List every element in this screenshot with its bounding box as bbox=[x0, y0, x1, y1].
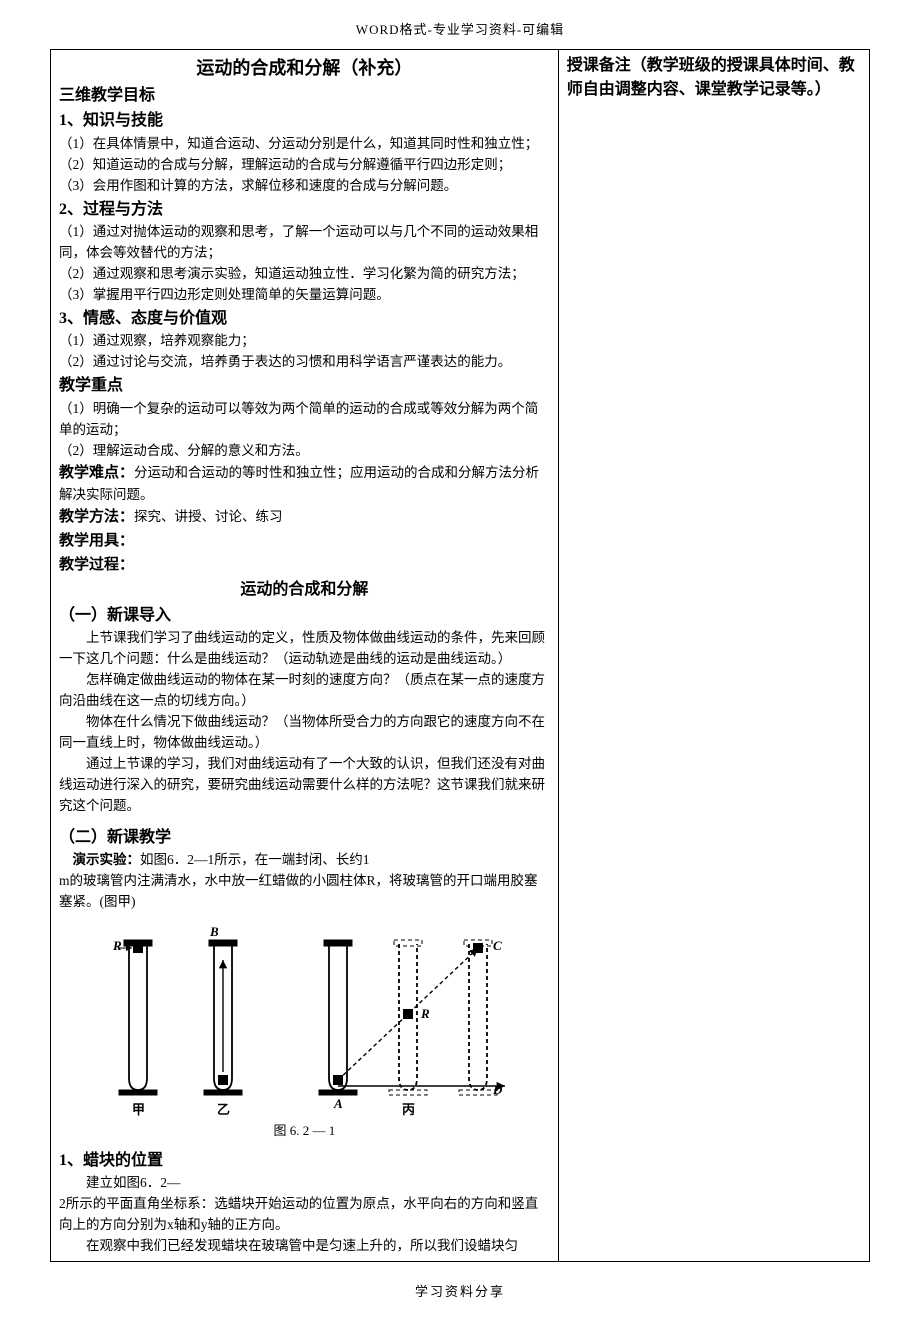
g3-item-2: （2）通过讨论与交流，培养勇于表达的习惯和用科学语言严谨表达的能力。 bbox=[59, 352, 550, 373]
svg-text:B: B bbox=[209, 924, 219, 939]
content-cell: 运动的合成和分解（补充） 三维教学目标 1、知识与技能 （1）在具体情景中，知道… bbox=[51, 49, 559, 1261]
method-heading: 教学方法： bbox=[59, 509, 134, 525]
keypoint-1: （1）明确一个复杂的运动可以等效为两个简单的运动的合成或等效分解为两个简单的运动… bbox=[59, 399, 550, 441]
demo-label: 演示实验： bbox=[73, 852, 141, 867]
figure-caption: 图 6. 2 — 1 bbox=[59, 1121, 550, 1142]
section3-heading: 1、蜡块的位置 bbox=[59, 1148, 550, 1174]
tools-heading: 教学用具： bbox=[59, 529, 550, 553]
doc-title: 运动的合成和分解（补充） bbox=[59, 54, 550, 83]
demo-text-2: m的玻璃管内注满清水，水中放一红蜡做的小圆柱体R，将玻璃管的开口端用胶塞塞紧。(… bbox=[59, 871, 550, 913]
diagram-svg: R B A R C D 甲 乙 丙 bbox=[74, 919, 534, 1119]
g1-item-1: （1）在具体情景中，知道合运动、分运动分别是什么，知道其同时性和独立性； bbox=[59, 134, 550, 155]
svg-text:C: C bbox=[493, 938, 502, 953]
notes-cell: 授课备注（教学班级的授课具体时间、教师自由调整内容、课堂教学记录等。） bbox=[558, 49, 869, 1261]
subtitle: 运动的合成和分解 bbox=[59, 577, 550, 603]
g2-item-1: （1）通过对抛体运动的观察和思考，了解一个运动可以与几个不同的运动效果相同，体会… bbox=[59, 222, 550, 264]
g2-heading: 2、过程与方法 bbox=[59, 197, 550, 223]
section1-p3: 物体在什么情况下做曲线运动？（当物体所受合力的方向跟它的速度方向不在同一直线上时… bbox=[59, 712, 550, 754]
section1-p4: 通过上节课的学习，我们对曲线运动有了一个大致的认识，但我们还没有对曲线运动进行深… bbox=[59, 754, 550, 817]
g3-heading: 3、情感、态度与价值观 bbox=[59, 306, 550, 332]
page-header: WORD格式-专业学习资料-可编辑 bbox=[50, 20, 870, 41]
layout-table: 运动的合成和分解（补充） 三维教学目标 1、知识与技能 （1）在具体情景中，知道… bbox=[50, 49, 870, 1262]
method-text: 探究、讲授、讨论、练习 bbox=[134, 509, 283, 524]
section3-p1: 建立如图6．2— bbox=[59, 1173, 550, 1194]
section3-p2: 2所示的平面直角坐标系：选蜡块开始运动的位置为原点，水平向右的方向和竖直向上的方… bbox=[59, 1194, 550, 1236]
demo-line: 演示实验：如图6．2—1所示，在一端封闭、长约1 bbox=[59, 850, 550, 871]
section1-p1: 上节课我们学习了曲线运动的定义，性质及物体做曲线运动的条件，先来回顾一下这几个问… bbox=[59, 628, 550, 670]
difficulty-line: 教学难点：分运动和合运动的等时性和独立性；应用运动的合成和分解方法分析解决实际问… bbox=[59, 462, 550, 506]
svg-text:A: A bbox=[333, 1096, 343, 1111]
svg-text:R: R bbox=[112, 938, 122, 953]
process-heading: 教学过程： bbox=[59, 553, 550, 577]
svg-text:D: D bbox=[492, 1082, 503, 1097]
section1-heading: （一）新课导入 bbox=[59, 603, 550, 629]
page-footer: 学习资料分享 bbox=[50, 1282, 870, 1303]
svg-text:甲: 甲 bbox=[132, 1102, 145, 1117]
g1-item-3: （3）会用作图和计算的方法，求解位移和速度的合成与分解问题。 bbox=[59, 176, 550, 197]
keypoint-2: （2）理解运动合成、分解的意义和方法。 bbox=[59, 441, 550, 462]
section1-p2: 怎样确定做曲线运动的物体在某一时刻的速度方向？（质点在某一点的速度方向沿曲线在这… bbox=[59, 670, 550, 712]
method-line: 教学方法：探究、讲授、讨论、练习 bbox=[59, 506, 550, 529]
notes-heading: 授课备注（教学班级的授课具体时间、教师自由调整内容、课堂教学记录等。） bbox=[567, 54, 861, 102]
section3-p3: 在观察中我们已经发现蜡块在玻璃管中是匀速上升的，所以我们设蜡块匀 bbox=[59, 1236, 550, 1257]
g2-item-2: （2）通过观察和思考演示实验，知道运动独立性．学习化繁为简的研究方法； bbox=[59, 264, 550, 285]
section2-heading: （二）新课教学 bbox=[59, 825, 550, 851]
demo-text-1: 如图6．2—1所示，在一端封闭、长约1 bbox=[140, 852, 370, 867]
svg-text:丙: 丙 bbox=[402, 1102, 415, 1117]
g2-item-3: （3）掌握用平行四边形定则处理简单的矢量运算问题。 bbox=[59, 285, 550, 306]
figure-6-2-1: R B A R C D 甲 乙 丙 图 6. 2 — 1 bbox=[59, 919, 550, 1142]
keypoint-heading: 教学重点 bbox=[59, 373, 550, 399]
g1-heading: 1、知识与技能 bbox=[59, 108, 550, 134]
svg-text:乙: 乙 bbox=[217, 1102, 230, 1117]
difficulty-heading: 教学难点： bbox=[59, 465, 134, 481]
g3-item-1: （1）通过观察，培养观察能力； bbox=[59, 331, 550, 352]
svg-text:R: R bbox=[420, 1006, 430, 1021]
g1-item-2: （2）知道运动的合成与分解，理解运动的合成与分解遵循平行四边形定则； bbox=[59, 155, 550, 176]
goals-heading: 三维教学目标 bbox=[59, 83, 550, 109]
